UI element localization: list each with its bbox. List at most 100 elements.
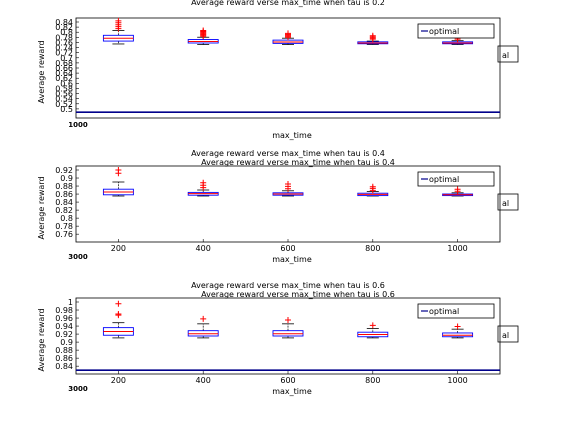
- legend-label: optimal: [429, 27, 459, 36]
- outlier-marker: [200, 27, 207, 34]
- x-tick-label: 200: [111, 244, 126, 253]
- y-tick-label: 0.68: [55, 59, 73, 68]
- y-tick-label: 0.78: [55, 222, 73, 231]
- y-tick-label: 0.5: [60, 105, 73, 114]
- y-tick-label: 0.74: [55, 44, 73, 53]
- x-tick-label: 600: [280, 244, 295, 253]
- ghost-legend-box: [497, 325, 519, 343]
- outlier-marker: [200, 179, 207, 186]
- y-tick-label: 0.78: [55, 33, 73, 42]
- chart-panel-2: al Average reward verse max_time when tau…: [37, 149, 519, 264]
- ghost-legend-text: al: [502, 331, 509, 340]
- outlier-marker: [369, 183, 376, 190]
- box-group: [272, 30, 304, 45]
- chart-title: Average reward verse max_time when tau i…: [191, 0, 385, 7]
- legend: optimal: [417, 171, 495, 187]
- x-tick-label: 800: [365, 244, 380, 253]
- outlier-marker: [285, 181, 291, 187]
- outlier-marker: [115, 167, 122, 173]
- x-tick-label: 200: [111, 376, 126, 385]
- y-axis-label: Average reward: [37, 308, 46, 371]
- y-tick-label: 0.7: [60, 54, 73, 63]
- x-tick-label: 400: [196, 376, 211, 385]
- x-axis-label: max_time: [272, 255, 312, 264]
- y-tick-label: 0.9: [60, 338, 73, 347]
- y-tick-label: 0.54: [55, 95, 73, 104]
- box-group: [187, 27, 219, 45]
- y-tick-label: 0.56: [55, 90, 73, 99]
- y-tick-label: 0.76: [55, 38, 73, 47]
- x-tick-label: 1000: [68, 121, 88, 129]
- box-group: [272, 181, 304, 197]
- x-tick-label: 800: [365, 376, 380, 385]
- ghost-legend-box: [497, 45, 519, 63]
- x-axis-label: max_time: [272, 387, 312, 396]
- y-axis-label: Average reward: [37, 40, 46, 103]
- y-tick-label: 0.66: [55, 64, 73, 73]
- y-tick-label: 0.6: [60, 79, 73, 88]
- chart-panel-1: al Average reward verse max_time when tau…: [37, 0, 519, 140]
- y-axis-label: Average reward: [37, 176, 46, 239]
- ghost-legend-text: al: [502, 51, 509, 60]
- box-group: [187, 315, 219, 339]
- box-group: [102, 300, 134, 339]
- ghost-legend-text: al: [502, 199, 509, 208]
- y-tick-label: 0.86: [55, 354, 73, 363]
- x-tick-label: 1000: [447, 244, 467, 253]
- legend-label: optimal: [429, 175, 459, 184]
- outlier-marker: [369, 322, 376, 329]
- x-tick-label: 400: [196, 244, 211, 253]
- y-tick-label: 1: [68, 298, 73, 307]
- y-tick-label: 0.92: [55, 166, 73, 175]
- legend: optimal: [417, 303, 495, 319]
- y-tick-label: 0.86: [55, 190, 73, 199]
- box-group: [357, 183, 389, 197]
- ghost-title: Average reward verse max_time when tau i…: [201, 158, 395, 167]
- legend-box: [417, 171, 495, 187]
- y-tick-label: 0.88: [55, 182, 73, 191]
- legend-box: [417, 23, 495, 39]
- outlier-marker: [369, 32, 376, 39]
- y-tick-label: 0.72: [55, 49, 73, 58]
- x-tick-label: 1000: [447, 376, 467, 385]
- box-group: [102, 17, 134, 45]
- y-tick-label: 0.92: [55, 330, 73, 339]
- y-tick-label: 0.88: [55, 346, 73, 355]
- ghost-title: Average reward verse max_time when tau i…: [201, 290, 395, 299]
- box-group: [102, 167, 134, 197]
- box-group: [187, 179, 219, 197]
- y-tick-label: 0.52: [55, 100, 73, 109]
- y-tick-label: 0.76: [55, 230, 73, 239]
- outlier-marker: [115, 300, 122, 307]
- y-tick-label: 0.8: [60, 28, 73, 37]
- y-tick-label: 0.62: [55, 74, 73, 83]
- legend-box: [417, 303, 495, 319]
- y-tick-label: 0.98: [55, 306, 73, 315]
- chart-title: Average reward verse max_time when tau i…: [191, 281, 385, 290]
- outlier-marker: [200, 315, 207, 322]
- box-group: [442, 186, 474, 197]
- box-group: [357, 322, 389, 339]
- y-tick-label: 0.84: [55, 362, 73, 371]
- box-group: [357, 32, 389, 45]
- chart-panel-3: al Average reward verse max_time when tau…: [37, 281, 519, 396]
- outlier-marker: [454, 186, 461, 193]
- y-tick-label: 0.64: [55, 69, 73, 78]
- legend-label: optimal: [429, 307, 459, 316]
- y-tick-label: 0.82: [55, 206, 73, 215]
- y-tick-label: 0.84: [55, 18, 73, 27]
- chart-title: Average reward verse max_time when tau i…: [191, 149, 385, 158]
- y-tick-label: 0.58: [55, 84, 73, 93]
- legend: optimal: [417, 23, 495, 39]
- box-group: [442, 323, 474, 339]
- x-corner-label: 3000: [68, 385, 88, 393]
- outlier-marker: [115, 310, 122, 317]
- outlier-marker: [115, 17, 122, 24]
- ghost-legend-box: [497, 193, 519, 211]
- x-corner-label: 3000: [68, 253, 88, 261]
- outlier-marker: [285, 317, 291, 324]
- y-tick-label: 0.84: [55, 198, 73, 207]
- outlier-marker: [285, 30, 291, 37]
- y-tick-label: 0.94: [55, 322, 73, 331]
